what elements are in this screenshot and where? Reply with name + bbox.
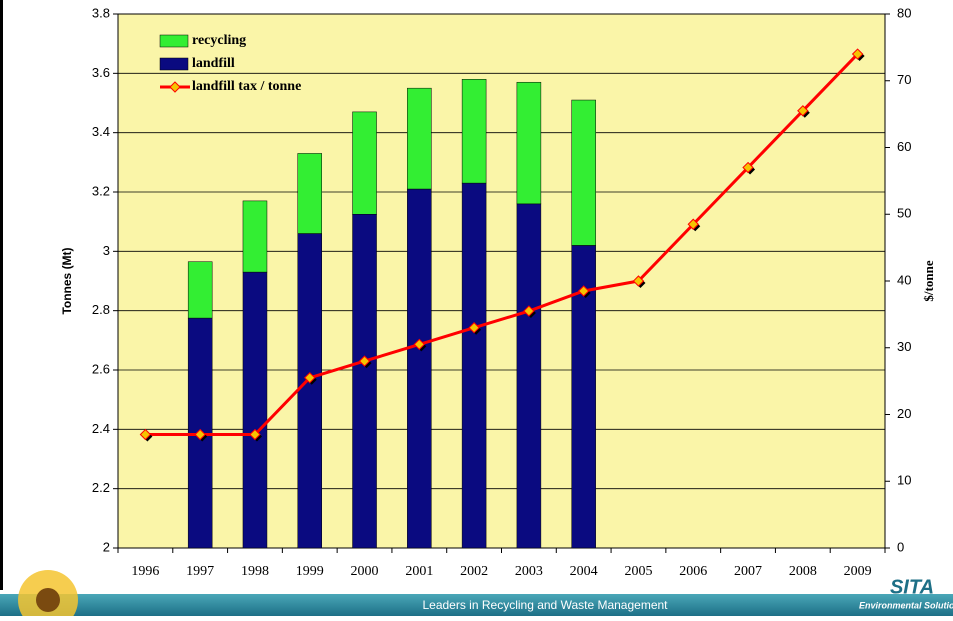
logo-sub: Environmental Solutions — [859, 600, 953, 610]
bar — [242, 271, 268, 549]
x-tick-label: 2005 — [624, 564, 652, 579]
y-tick-label: 3.4 — [92, 124, 110, 139]
y2-tick-label: 80 — [897, 5, 911, 20]
y-tick-label: 3.6 — [92, 65, 110, 80]
y-tick-label: 2 — [103, 539, 110, 554]
legend-swatch — [159, 34, 189, 48]
flower — [18, 570, 78, 621]
y2-tick-label: 10 — [897, 473, 911, 488]
bar — [297, 153, 322, 234]
y2-tick-label: 70 — [897, 72, 911, 87]
y-tick-label: 3 — [103, 243, 110, 258]
y-tick-label: 2.4 — [92, 421, 110, 436]
left-border — [0, 0, 3, 590]
bar — [461, 182, 487, 549]
x-tick-label: 2004 — [570, 564, 598, 579]
marker — [523, 305, 535, 317]
marker — [742, 161, 754, 174]
legend-label: landfill — [192, 56, 235, 71]
marker — [413, 338, 426, 351]
legend-marker — [169, 81, 181, 93]
bar — [407, 188, 432, 549]
marker — [632, 275, 645, 287]
marker — [687, 218, 699, 230]
bar — [242, 200, 268, 273]
x-tick-label: 2003 — [515, 564, 543, 579]
y-tick-label: 3.8 — [92, 5, 110, 20]
footer-banner — [0, 594, 953, 616]
x-tick-label: 1999 — [296, 564, 324, 579]
marker — [577, 285, 590, 297]
x-tick-label: 2008 — [789, 564, 817, 579]
marker — [468, 322, 480, 334]
marker — [358, 355, 371, 367]
x-tick-label: 2009 — [844, 564, 872, 579]
y-tick-label: 2.8 — [92, 302, 110, 317]
legend-label: landfill tax / tonne — [192, 79, 301, 94]
x-tick-label: 2002 — [460, 564, 488, 579]
y2-tick-label: 50 — [897, 206, 911, 221]
legend-swatch — [159, 57, 189, 71]
x-tick-label: 1997 — [186, 564, 214, 579]
marker — [249, 428, 261, 441]
bar — [407, 87, 432, 190]
y2-axis-label: $/tonne — [921, 260, 936, 301]
x-tick-label: 2007 — [734, 564, 762, 579]
bar — [352, 214, 377, 549]
y-tick-label: 2.6 — [92, 361, 110, 376]
x-tick-label: 2000 — [351, 564, 379, 579]
y2-tick-label: 30 — [897, 339, 911, 354]
y-tick-label: 2.2 — [92, 480, 110, 495]
y2-tick-label: 40 — [897, 272, 911, 287]
x-tick-label: 1996 — [131, 564, 159, 579]
footer-slogan: Leaders in Recycling and Waste Managemen… — [422, 598, 668, 612]
bar — [297, 233, 322, 549]
marker — [851, 48, 864, 60]
marker — [304, 372, 316, 384]
bar — [352, 111, 377, 215]
logo: SITA — [890, 576, 934, 598]
line — [145, 53, 859, 437]
x-tick-label: 2001 — [405, 564, 433, 579]
y2-tick-label: 0 — [897, 539, 904, 554]
x-tick-label: 2006 — [679, 564, 707, 579]
bar — [516, 203, 542, 549]
y-axis-label: Tonnes (Mt) — [60, 247, 74, 314]
bar — [516, 81, 542, 205]
bar — [461, 79, 487, 184]
legend-label: recycling — [192, 33, 246, 48]
marker — [139, 428, 152, 441]
y2-tick-label: 20 — [897, 406, 911, 421]
bar — [571, 99, 596, 246]
x-tick-label: 1998 — [241, 564, 269, 579]
marker — [194, 428, 206, 441]
marker — [797, 105, 809, 117]
bar — [187, 261, 213, 319]
y-tick-label: 3.2 — [92, 183, 110, 198]
y2-tick-label: 60 — [897, 139, 911, 154]
